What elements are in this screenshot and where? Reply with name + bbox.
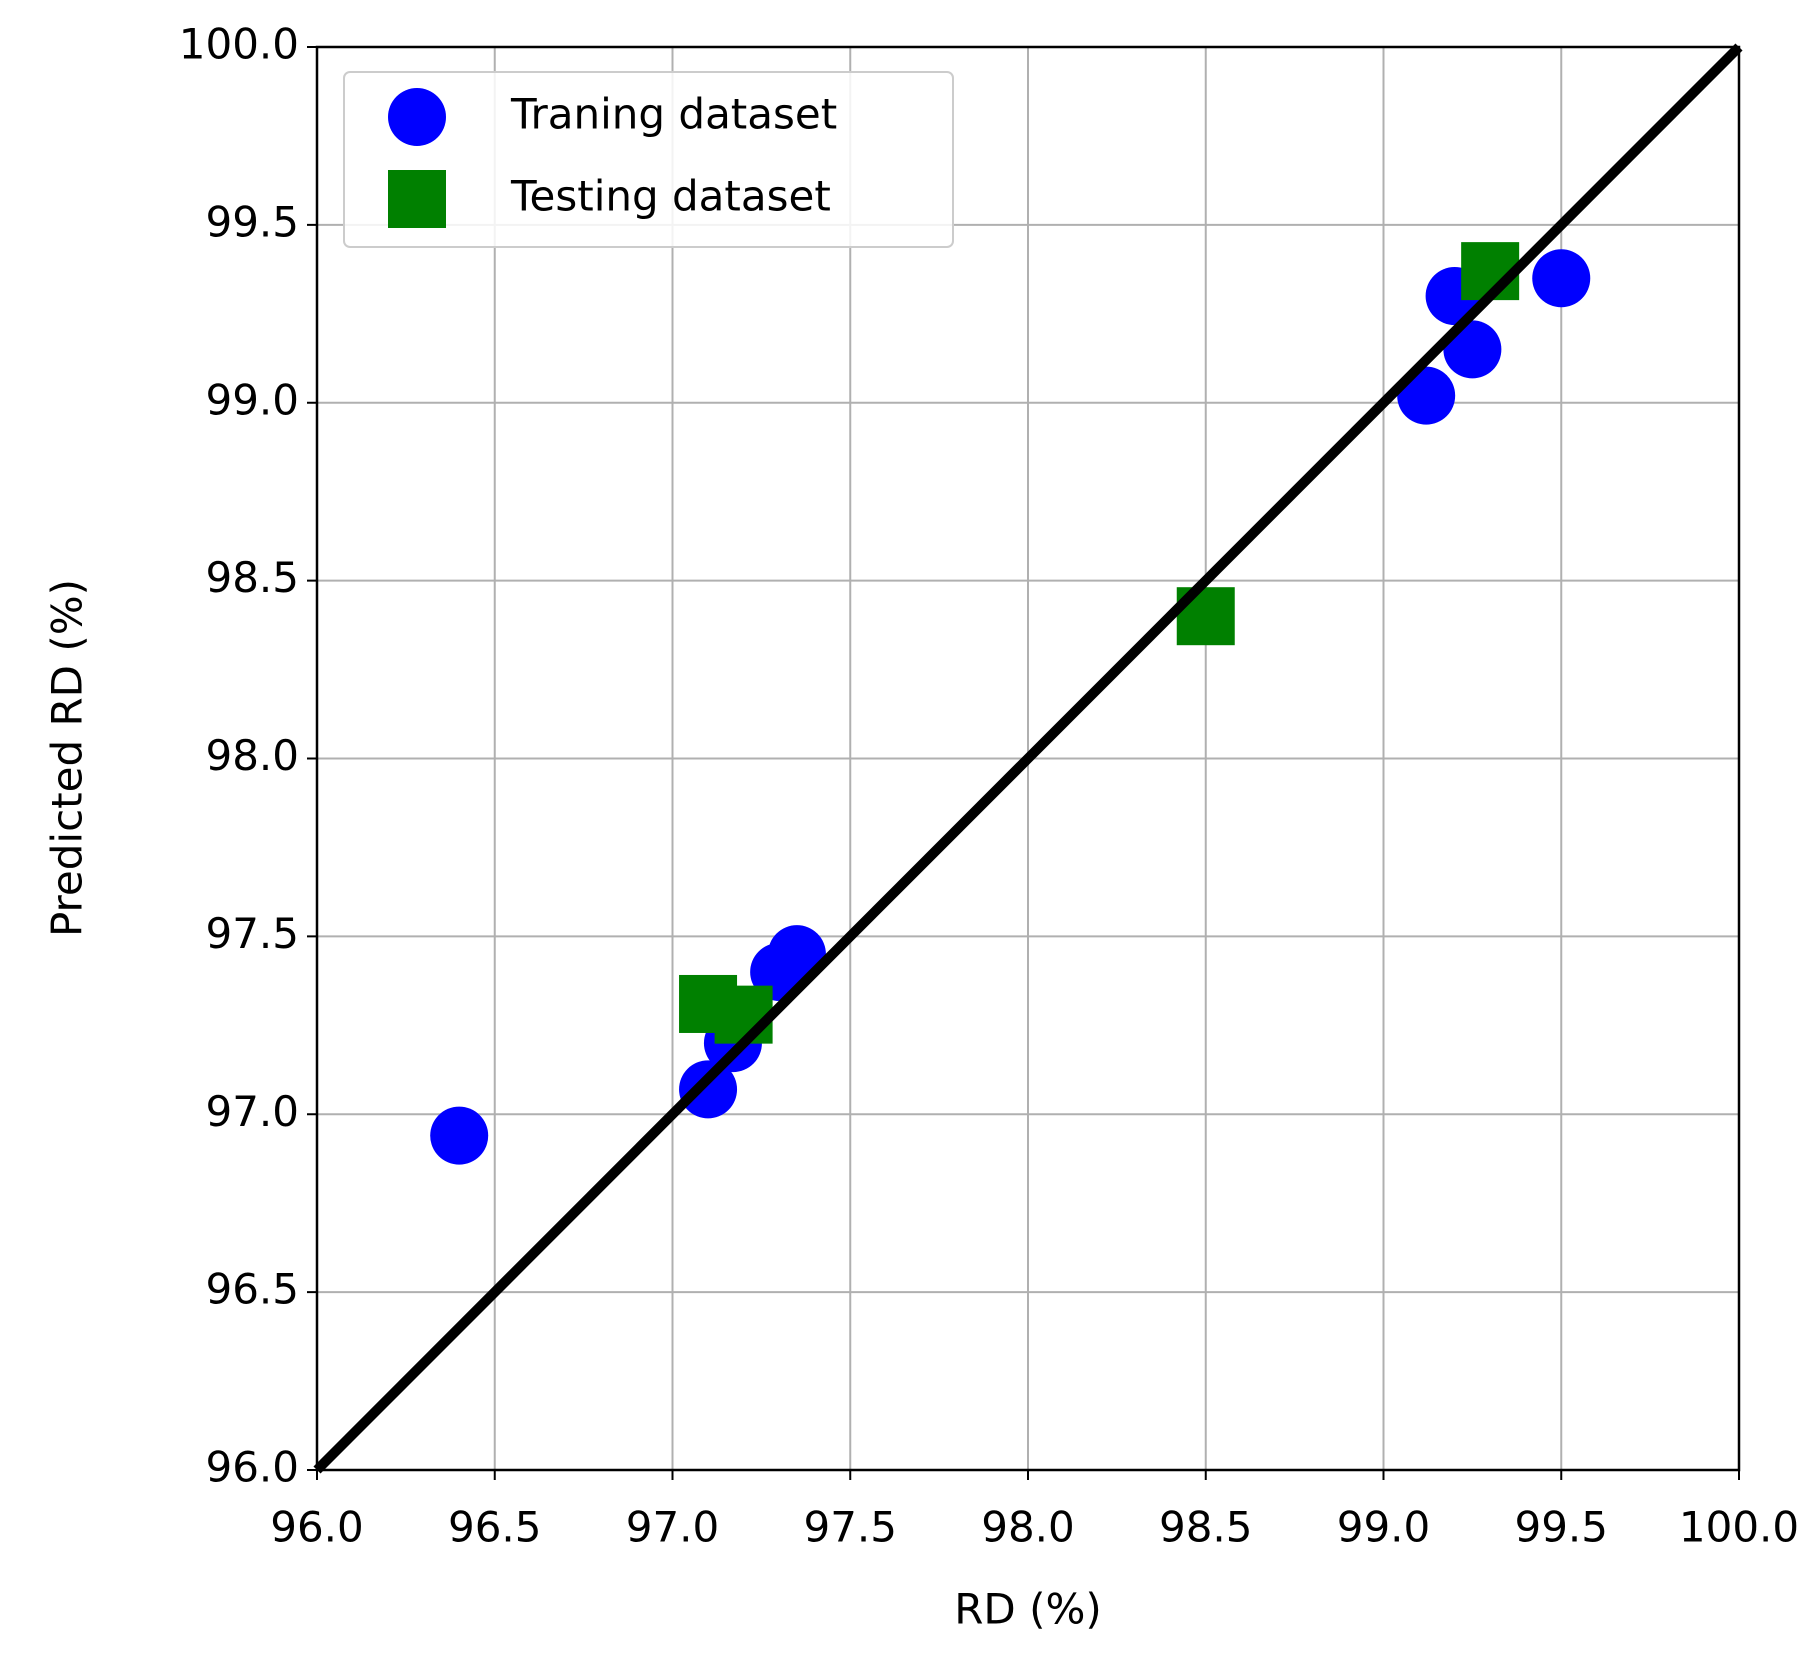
x-tick-label: 96.5 (448, 1503, 542, 1552)
x-tick-label: 99.5 (1514, 1503, 1608, 1552)
x-tick-label: 100.0 (1679, 1503, 1799, 1552)
data-point (1532, 249, 1591, 308)
x-tick-label: 98.5 (1159, 1503, 1253, 1552)
plot-frame (315, 45, 1741, 1472)
y-tick-label: 98.5 (205, 553, 299, 602)
x-tick-label: 98.0 (981, 1503, 1075, 1552)
x-tick-label: 97.0 (626, 1503, 720, 1552)
legend-marker (388, 88, 446, 146)
y-tick-label: 100.0 (179, 20, 299, 69)
data-point (679, 1060, 738, 1119)
y-tick-label: 96.5 (205, 1265, 299, 1314)
x-tick-label: 96.0 (270, 1503, 364, 1552)
legend-marker (388, 170, 446, 228)
y-tick-label: 99.5 (205, 197, 299, 246)
y-axis-label: Predicted RD (%) (43, 579, 92, 937)
y-tick-label: 96.0 (205, 1443, 299, 1492)
x-axis-label: RD (%) (954, 1585, 1102, 1634)
y-tick-label: 98.0 (205, 731, 299, 780)
y-tick-label: 97.0 (205, 1087, 299, 1136)
legend-box (343, 71, 954, 248)
legend-label: Traning dataset (510, 90, 837, 139)
x-tick-label: 97.5 (803, 1503, 897, 1552)
y-tick-label: 99.0 (205, 375, 299, 424)
data-point (430, 1106, 489, 1165)
data-point (714, 985, 773, 1044)
legend-label: Testing dataset (510, 172, 831, 221)
y-tick-label: 97.5 (205, 909, 299, 958)
x-tick-label: 99.0 (1337, 1503, 1431, 1552)
reference-line (313, 43, 1743, 1474)
